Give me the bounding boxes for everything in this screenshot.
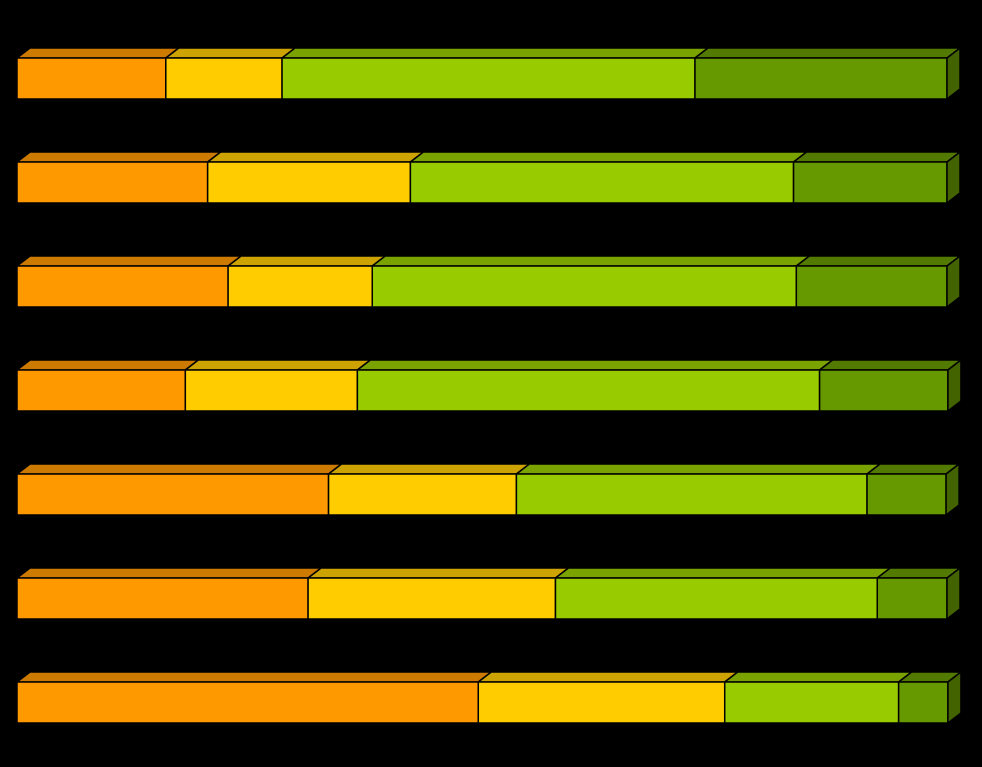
bar-top-face — [16, 463, 343, 475]
bar-side-face — [946, 151, 961, 204]
bar-segment — [227, 255, 387, 308]
bar-front-face — [16, 681, 480, 724]
bar-front-face — [554, 577, 878, 620]
bar-top-face — [371, 255, 811, 267]
bar-segment — [818, 359, 962, 412]
bar-top-face — [227, 255, 387, 267]
bar-segment — [206, 151, 425, 204]
bar-segment — [327, 463, 531, 516]
bar-top-face — [876, 567, 961, 579]
bar-front-face — [477, 681, 726, 724]
bar-top-face — [694, 47, 961, 59]
bar-segment — [16, 359, 200, 412]
bar-segment — [477, 671, 739, 724]
bar-top-face — [16, 47, 180, 59]
bar-top-face — [818, 359, 962, 371]
bar-segment — [876, 567, 961, 620]
bar-segment — [897, 671, 962, 724]
bar-top-face — [477, 671, 739, 683]
bar-segment — [554, 567, 891, 620]
bar-top-face — [792, 151, 961, 163]
bar-front-face — [356, 369, 821, 412]
bar-top-face — [16, 567, 322, 579]
bar-top-face — [515, 463, 881, 475]
bar-front-face — [371, 265, 798, 308]
bar-top-face — [307, 567, 570, 579]
bar-front-face — [281, 57, 696, 100]
bar-segment — [165, 47, 296, 100]
bar-front-face — [206, 161, 412, 204]
bar-top-face — [327, 463, 531, 475]
bar-side-face — [945, 463, 960, 516]
bar-top-face — [281, 47, 709, 59]
bar-top-face — [16, 359, 200, 371]
bar-front-face — [16, 473, 330, 516]
bar-side-face — [946, 255, 961, 308]
bar-front-face — [818, 369, 949, 412]
bar-front-face — [897, 681, 949, 724]
bar-front-face — [409, 161, 795, 204]
bar-segment — [16, 671, 493, 724]
bar-front-face — [227, 265, 374, 308]
bar-front-face — [795, 265, 948, 308]
bar-segment — [694, 47, 961, 100]
bar-segment — [795, 255, 961, 308]
bar-front-face — [165, 57, 283, 100]
bar-top-face — [795, 255, 961, 267]
bar-segment — [409, 151, 808, 204]
bar-front-face — [16, 265, 229, 308]
bar-top-face — [165, 47, 296, 59]
bar-top-face — [409, 151, 808, 163]
bar-segment — [515, 463, 881, 516]
bar-front-face — [515, 473, 868, 516]
bar-side-face — [946, 47, 961, 100]
bar-front-face — [866, 473, 947, 516]
bar-top-face — [16, 151, 222, 163]
bar-segment — [371, 255, 811, 308]
bar-segment — [307, 567, 570, 620]
bar-segment — [356, 359, 834, 412]
bar-segment — [184, 359, 372, 412]
bar-segment — [281, 47, 709, 100]
bar-top-face — [866, 463, 960, 475]
bar-front-face — [16, 161, 209, 204]
bar-front-face — [792, 161, 948, 204]
bar-segment — [792, 151, 961, 204]
bar-segment — [16, 255, 242, 308]
bar-front-face — [16, 57, 167, 100]
bar-top-face — [16, 255, 242, 267]
bar-front-face — [184, 369, 359, 412]
bar-front-face — [723, 681, 900, 724]
bar-front-face — [307, 577, 557, 620]
bar-front-face — [876, 577, 948, 620]
bar-front-face — [16, 577, 309, 620]
bar-top-face — [723, 671, 913, 683]
bar-side-face — [947, 671, 962, 724]
bar-front-face — [327, 473, 518, 516]
bar-segment — [16, 567, 322, 620]
bar-top-face — [554, 567, 891, 579]
bar-side-face — [946, 567, 961, 620]
bar-top-face — [356, 359, 834, 371]
bar-top-face — [206, 151, 425, 163]
bar-front-face — [694, 57, 948, 100]
bar-side-face — [947, 359, 962, 412]
bar-segment — [16, 47, 180, 100]
bar-front-face — [16, 369, 187, 412]
bar-segment — [723, 671, 913, 724]
bar-segment — [16, 151, 222, 204]
bar-segment — [866, 463, 960, 516]
bar-top-face — [16, 671, 493, 683]
bar-top-face — [184, 359, 372, 371]
bar-segment — [16, 463, 343, 516]
